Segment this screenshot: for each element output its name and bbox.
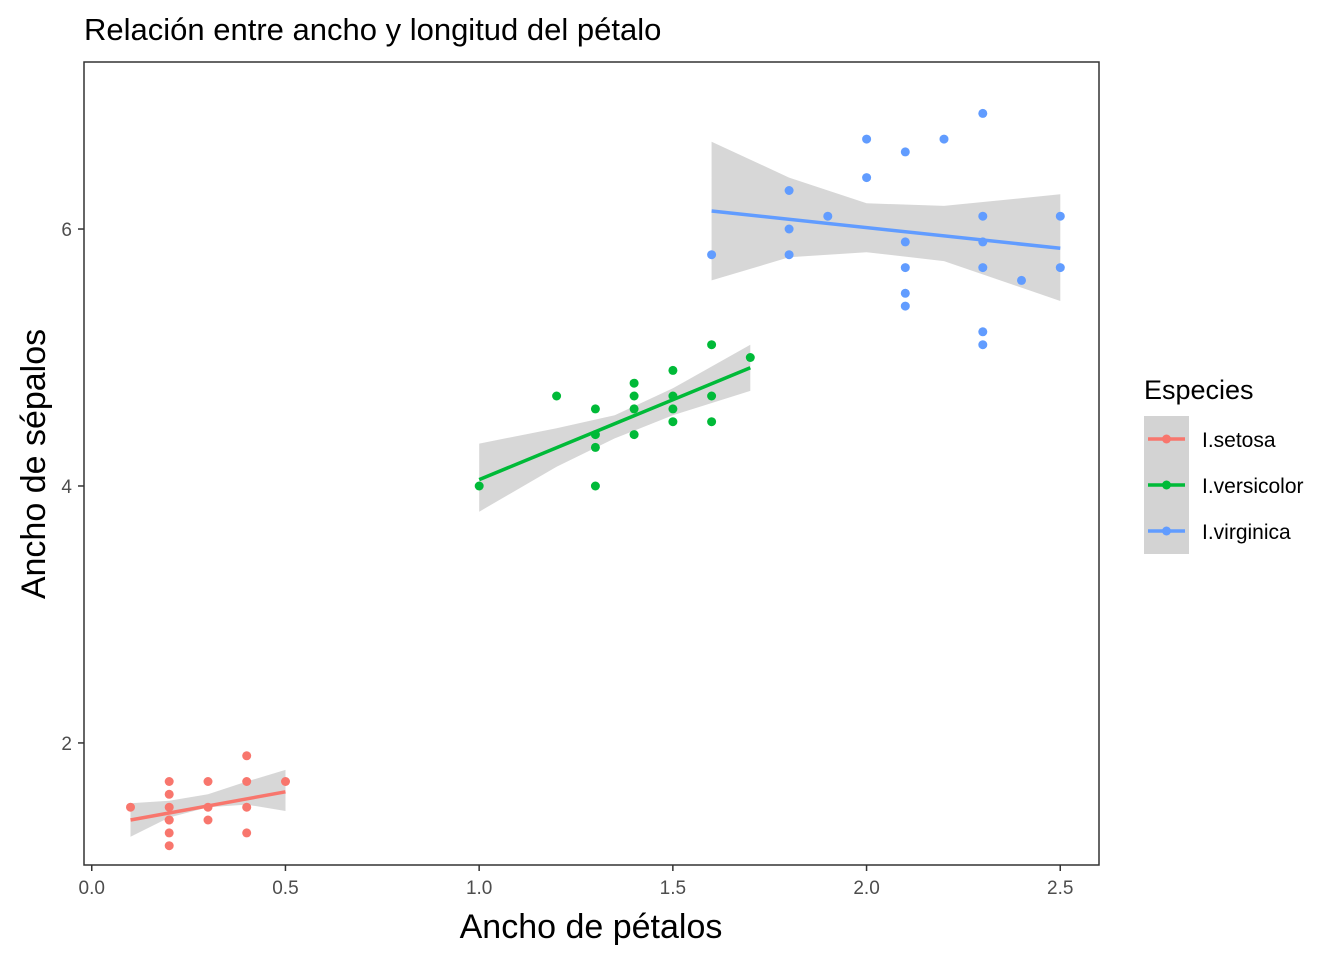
data-point [900,147,910,157]
chart-title: Relación entre ancho y longitud del péta… [84,12,661,47]
data-point [629,404,639,414]
y-tick-label: 4 [61,477,72,498]
x-tick-label: 0.0 [79,878,105,899]
legend-item-1: I.setosa [1144,416,1276,462]
data-point [474,481,484,491]
legend-key-point [1162,526,1171,536]
data-point [900,237,910,247]
data-point [242,828,252,838]
confidence-band-3 [711,141,1061,301]
x-tick-label: 1.5 [660,878,686,899]
data-point [164,828,174,838]
data-point [978,340,988,350]
data-point [784,186,794,195]
data-point [126,802,135,812]
data-point [784,250,794,260]
data-point [1017,275,1026,285]
legend-items: I.setosa I.versicolor I.virginica [1144,416,1304,554]
data-point [707,250,717,260]
data-point [1055,211,1065,221]
data-point [707,391,717,401]
plot-border [83,61,1100,866]
data-point [164,841,174,851]
x-axis-ticks: 0.0 0.5 1.0 1.5 2.0 2.5 [79,865,1073,899]
data-point [164,789,174,799]
y-tick-label: 6 [61,220,72,241]
data-point [203,777,213,786]
fit-line-1 [130,790,286,822]
data-point [978,327,988,337]
legend-item-2: I.versicolor [1144,462,1304,508]
data-point [784,224,794,234]
data-point [242,802,252,812]
data-point [939,134,949,144]
fit-line-2 [478,366,751,482]
y-axis-ticks: 2 4 6 [61,220,84,755]
confidence-band-2 [479,344,751,512]
data-point [668,417,678,427]
x-tick-label: 2.0 [853,878,879,899]
data-point [590,404,600,414]
legend-item-3: I.virginica [1144,508,1291,554]
data-point [900,301,910,311]
data-point [668,404,678,414]
data-point [242,777,252,786]
legend-label: I.versicolor [1202,475,1304,498]
data-point [707,417,717,427]
fit-line-3 [711,209,1061,251]
series-points-1 [126,751,290,851]
legend-title: Especies [1144,375,1254,405]
data-point [1055,263,1065,273]
data-point [629,391,639,401]
data-point [900,288,910,298]
legend-key-point [1162,434,1171,444]
y-tick-label: 2 [61,734,72,755]
data-point [862,134,872,144]
data-point [164,802,174,812]
data-point [668,365,678,375]
legend-label: I.virginica [1202,521,1291,544]
legend: Especies I.setosa I.versicolor I.virginica [1144,375,1304,554]
data-point [629,430,639,440]
data-point [242,751,252,761]
x-tick-label: 1.0 [466,878,492,899]
plot-area: 0.0 0.5 1.0 1.5 2.0 2.5 2 4 6 [61,61,1100,899]
data-point [707,340,717,350]
y-axis-label: Ancho de sépalos [15,329,53,599]
series-points-3 [707,108,1065,350]
data-point [978,108,988,118]
legend-label: I.setosa [1202,429,1276,452]
data-point [203,815,213,825]
data-point [552,391,562,401]
data-point [862,173,872,183]
data-point [164,777,174,786]
data-point [590,442,600,452]
x-tick-label: 2.5 [1047,878,1073,899]
data-point [164,815,174,825]
legend-key-point [1162,480,1171,490]
series-points-2 [474,340,755,491]
data-point [629,378,639,388]
data-point [900,263,910,273]
data-point [590,481,600,491]
data-point [745,353,755,362]
data-point [978,263,988,273]
data-point [823,211,833,221]
x-axis-label: Ancho de pétalos [460,908,723,946]
x-tick-label: 0.5 [272,878,298,899]
data-point [281,777,290,786]
data-point [978,211,988,221]
